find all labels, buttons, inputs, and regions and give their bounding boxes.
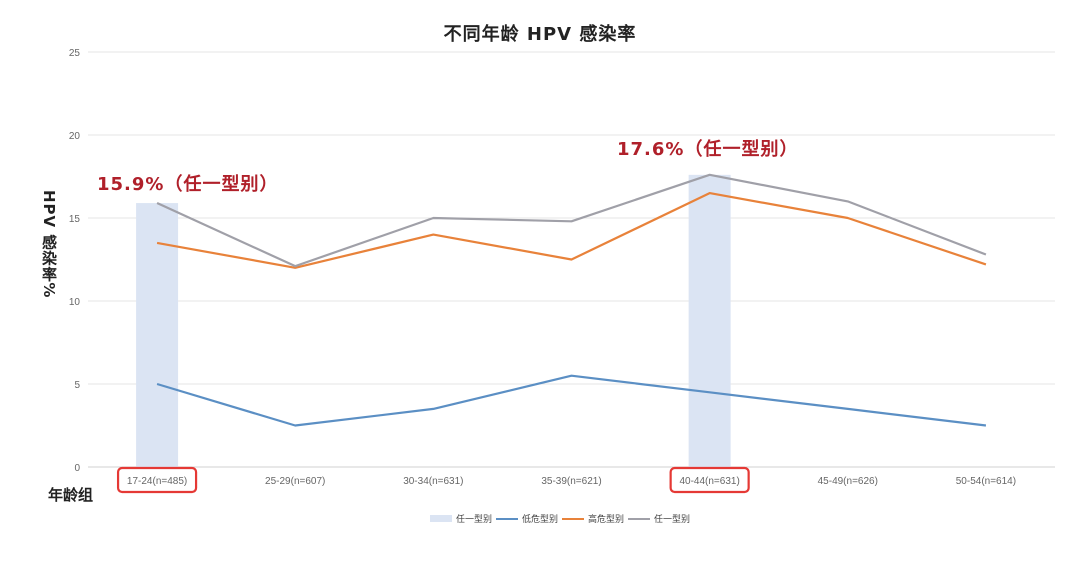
legend-item-any-bar[interactable]: 任一型别 <box>430 512 492 525</box>
y-tick-label: 5 <box>74 380 80 391</box>
series-line <box>156 173 987 268</box>
highlight-bar <box>688 174 731 467</box>
y-tick-label: 0 <box>74 463 80 474</box>
x-tick-label: 17-24(n=485) <box>127 476 187 487</box>
highlight-bars <box>136 174 731 467</box>
legend-bar-swatch-icon <box>430 515 452 522</box>
y-tick-label: 10 <box>69 297 81 308</box>
legend-line-swatch-icon <box>496 517 519 520</box>
series-line <box>156 192 987 269</box>
legend-label: 任一型别 <box>654 515 691 525</box>
highlight-box <box>116 466 198 494</box>
y-tick-label: 20 <box>69 131 81 142</box>
y-tick-label: 15 <box>69 214 81 225</box>
legend-line-swatch-icon <box>628 517 651 520</box>
legend-label: 高危型别 <box>588 515 625 525</box>
legend-item-low-risk[interactable]: 低危型别 <box>496 512 558 525</box>
x-axis-label: 年龄组 <box>48 486 94 504</box>
y-tick-label: 25 <box>69 48 81 59</box>
x-tick-label: 50-54(n=614) <box>956 476 1016 487</box>
y-axis-ticks: 0 5 10 15 20 25 <box>69 48 81 474</box>
series-lines <box>156 173 987 427</box>
legend-label: 任一型别 <box>456 515 493 525</box>
legend-label: 低危型别 <box>522 515 559 525</box>
x-tick-label: 30-34(n=631) <box>403 476 463 487</box>
chart-title: 不同年龄 HPV 感染率 <box>443 24 637 45</box>
y-axis-label: HPV 感染率% <box>40 190 58 299</box>
x-tick-label: 45-49(n=626) <box>818 476 878 487</box>
highlight-box <box>669 466 750 494</box>
annotation-40-44: 17.6%（任一型别） <box>617 139 799 160</box>
x-tick-label: 25-29(n=607) <box>265 476 325 487</box>
series-line <box>156 374 987 427</box>
legend: 任一型别 低危型别 高危型别 任一型别 <box>430 512 690 525</box>
x-tick-label: 40-44(n=631) <box>679 476 739 487</box>
legend-line-swatch-icon <box>562 517 585 520</box>
x-axis-ticks: 17-24(n=485) 25-29(n=607) 30-34(n=631) 35-3… <box>116 466 1016 494</box>
highlight-bar <box>136 203 179 467</box>
x-tick-label: 35-39(n=621) <box>541 476 601 487</box>
legend-item-any-line[interactable]: 任一型别 <box>628 512 690 525</box>
legend-item-high-risk[interactable]: 高危型别 <box>562 512 624 525</box>
annotation-17-24: 15.9%（任一型别） <box>97 174 279 195</box>
